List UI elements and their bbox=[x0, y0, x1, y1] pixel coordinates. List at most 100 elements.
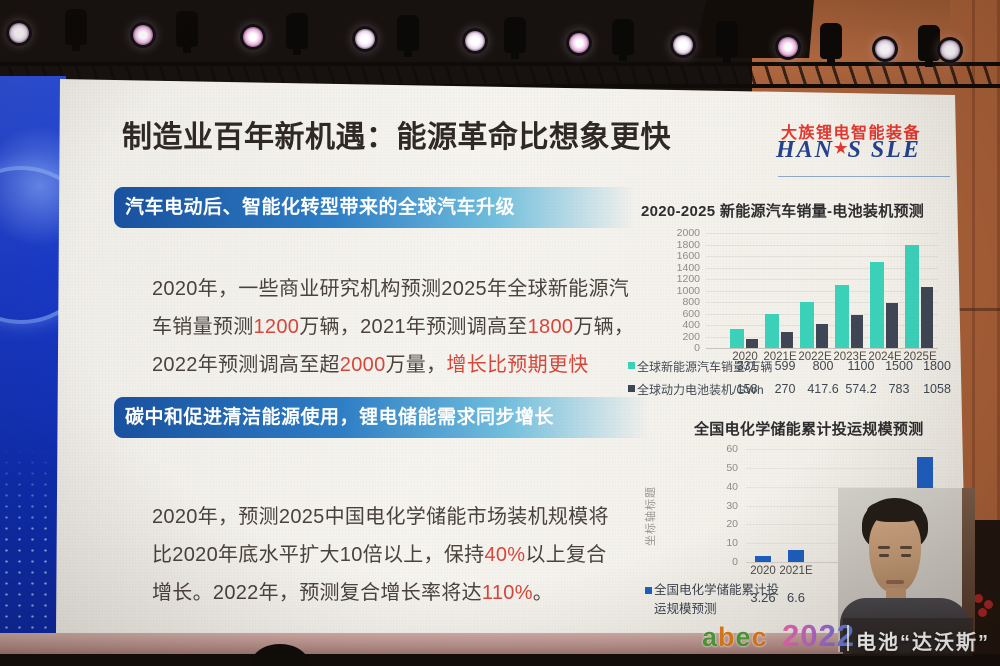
flower-decoration bbox=[984, 600, 993, 609]
chart1-gridline bbox=[706, 233, 938, 234]
chart2-y-tick-label: 20 bbox=[726, 518, 738, 531]
section2-paragraph: 2020年，预测2025中国电化学储能市场装机规模将 比2020年底水平扩大10倍… bbox=[152, 498, 609, 612]
section2-banner: 碳中和促进清洁能源使用，锂电储能需求同步增长 bbox=[114, 397, 655, 438]
flower-decoration bbox=[978, 608, 987, 617]
chart1-bar-sales bbox=[905, 244, 919, 348]
chart1-legend-marker-battery bbox=[628, 385, 635, 392]
stage-light-icon bbox=[670, 32, 696, 59]
slide-title: 制造业百年新机遇：能源革命比想象更快 bbox=[122, 121, 671, 154]
speaker-mouth bbox=[886, 580, 904, 584]
vendor-logo-en-suffix: S SLE bbox=[847, 137, 921, 163]
paragraph-line: 2022年预测调高至超2000万量，增长比预期更快 bbox=[152, 346, 634, 384]
chart1-cell-sales: 800 bbox=[812, 359, 834, 373]
moving-head-light-icon bbox=[176, 11, 198, 54]
body-text: 2020年，一些商业研究机构预测2025年全球新能源汽 bbox=[152, 278, 630, 300]
vendor-logo-en: HAN★S SLE bbox=[776, 137, 921, 164]
stage-light-icon bbox=[872, 35, 898, 62]
chart2-legend-marker bbox=[645, 587, 652, 594]
chart1-gridline bbox=[706, 302, 938, 303]
stage-light-glow bbox=[673, 35, 693, 56]
chart1-bar-sales bbox=[765, 313, 779, 348]
stage-light-icon bbox=[775, 33, 801, 60]
chart1-gridline bbox=[706, 256, 938, 257]
vendor-logo-underline bbox=[778, 176, 950, 177]
stage-light-glow bbox=[569, 33, 589, 54]
chart1-y-tick-label: 2000 bbox=[676, 227, 700, 239]
chart2-y-tick-label: 10 bbox=[726, 537, 738, 550]
chart2-x-tick-label: 2021E bbox=[779, 565, 813, 577]
chart1-bar-battery bbox=[921, 287, 933, 348]
body-text: 车销量预测 bbox=[152, 316, 254, 338]
abec-letter: c bbox=[751, 622, 768, 652]
chart2-x-tick-label: 2020 bbox=[750, 565, 776, 577]
stage-light-glow bbox=[9, 23, 29, 44]
chart2-title: 全国电化学储能累计投运规模预测 bbox=[694, 421, 924, 438]
chart1-cell-battery: 158 bbox=[736, 382, 758, 396]
chart1-bar-sales bbox=[730, 328, 744, 348]
chart1-cell-sales: 1500 bbox=[885, 359, 913, 373]
chart1-gridline bbox=[706, 313, 938, 315]
body-text: 2022年预测调高至超 bbox=[152, 354, 340, 376]
chart1-y-tick-label: 1000 bbox=[676, 284, 700, 297]
paragraph-line: 增长。2022年，预测复合增长率将达110%。 bbox=[152, 574, 609, 612]
section1-paragraph: 2020年，一些商业研究机构预测2025年全球新能源汽车销量预测1200万辆，2… bbox=[152, 270, 634, 384]
paragraph-line: 2020年，一些商业研究机构预测2025年全球新能源汽 bbox=[152, 270, 634, 308]
watermark-divider bbox=[847, 625, 849, 651]
led-dot-grid bbox=[0, 446, 66, 642]
body-text: 。 bbox=[532, 582, 554, 604]
vendor-logo-en-prefix: HAN bbox=[776, 137, 835, 163]
chart1-cell-sales: 599 bbox=[774, 359, 796, 373]
chart1-y-tick-label: 1200 bbox=[676, 273, 700, 285]
flower-decoration bbox=[974, 594, 983, 603]
chart1-bar-battery bbox=[886, 302, 898, 348]
chart2-gridline bbox=[746, 486, 936, 488]
chart1-legend-marker-sales bbox=[628, 362, 635, 369]
chart1-cell-battery: 270 bbox=[774, 382, 796, 396]
paragraph-line: 比2020年底水平扩大10倍以上，保持40%以上复合 bbox=[152, 536, 609, 574]
chart1-y-tick-label: 1800 bbox=[676, 238, 700, 251]
moving-head-light-icon bbox=[504, 17, 526, 60]
watermark-dark-bar bbox=[843, 618, 973, 656]
speaker-eyebrow bbox=[900, 546, 912, 549]
section1-banner: 汽车电动后、智能化转型带来的全球汽车升级 bbox=[114, 187, 641, 228]
stream-watermark: abec 2022 电池“达沃斯” bbox=[688, 616, 988, 660]
stage-light-icon bbox=[566, 30, 592, 57]
stage-light-glow bbox=[465, 31, 485, 52]
body-text: 以上复合 bbox=[525, 544, 607, 566]
speaker-eyebrow bbox=[878, 546, 890, 549]
chart1-y-tick-label: 0 bbox=[694, 342, 700, 354]
stage-light-glow bbox=[778, 36, 798, 57]
abec-letter: e bbox=[735, 622, 752, 652]
chart1-x-tick-label: 2023E bbox=[833, 351, 867, 363]
watermark-slogan: 电池“达沃斯” bbox=[856, 632, 990, 654]
audience-head-silhouette bbox=[250, 644, 310, 666]
moving-head-light-icon bbox=[716, 20, 738, 63]
speaker-eye bbox=[901, 554, 911, 557]
chart1-bar-battery bbox=[816, 323, 828, 348]
highlighted-text: 110% bbox=[481, 582, 533, 604]
moving-head-light-icon bbox=[65, 9, 87, 52]
speaker-hair-fringe bbox=[867, 500, 923, 522]
stage-light-icon bbox=[6, 20, 32, 47]
moving-head-light-icon bbox=[397, 15, 419, 58]
watermark-year: 2022 bbox=[782, 618, 855, 653]
chart1-bar-sales bbox=[835, 284, 849, 348]
chart1-cell-sales: 1800 bbox=[923, 359, 951, 373]
speaker-eye bbox=[879, 554, 889, 557]
chart2-legend-value: 3.26 bbox=[750, 590, 776, 605]
body-text: 万辆，2021年预测调高至 bbox=[299, 316, 528, 338]
vendor-logo-cn: 大族锂电智能装备 bbox=[781, 125, 922, 142]
chart1-cell-battery: 1058 bbox=[923, 382, 951, 396]
body-text: 万量， bbox=[385, 354, 447, 376]
chart1-gridline bbox=[706, 267, 938, 269]
highlighted-text: 40% bbox=[484, 544, 526, 566]
abec-brand-logo: abec bbox=[702, 622, 768, 653]
paragraph-line: 车销量预测1200万辆，2021年预测调高至1800万辆， bbox=[152, 308, 634, 346]
chart1-cell-sales: 1100 bbox=[847, 359, 875, 373]
stage-light-glow bbox=[875, 38, 895, 59]
chart2-y-tick-label: 60 bbox=[726, 443, 738, 455]
chart1-cell-battery: 783 bbox=[888, 382, 910, 396]
moving-head-light-icon bbox=[820, 22, 842, 65]
paragraph-line: 2020年，预测2025中国电化学储能市场装机规模将 bbox=[152, 498, 609, 536]
